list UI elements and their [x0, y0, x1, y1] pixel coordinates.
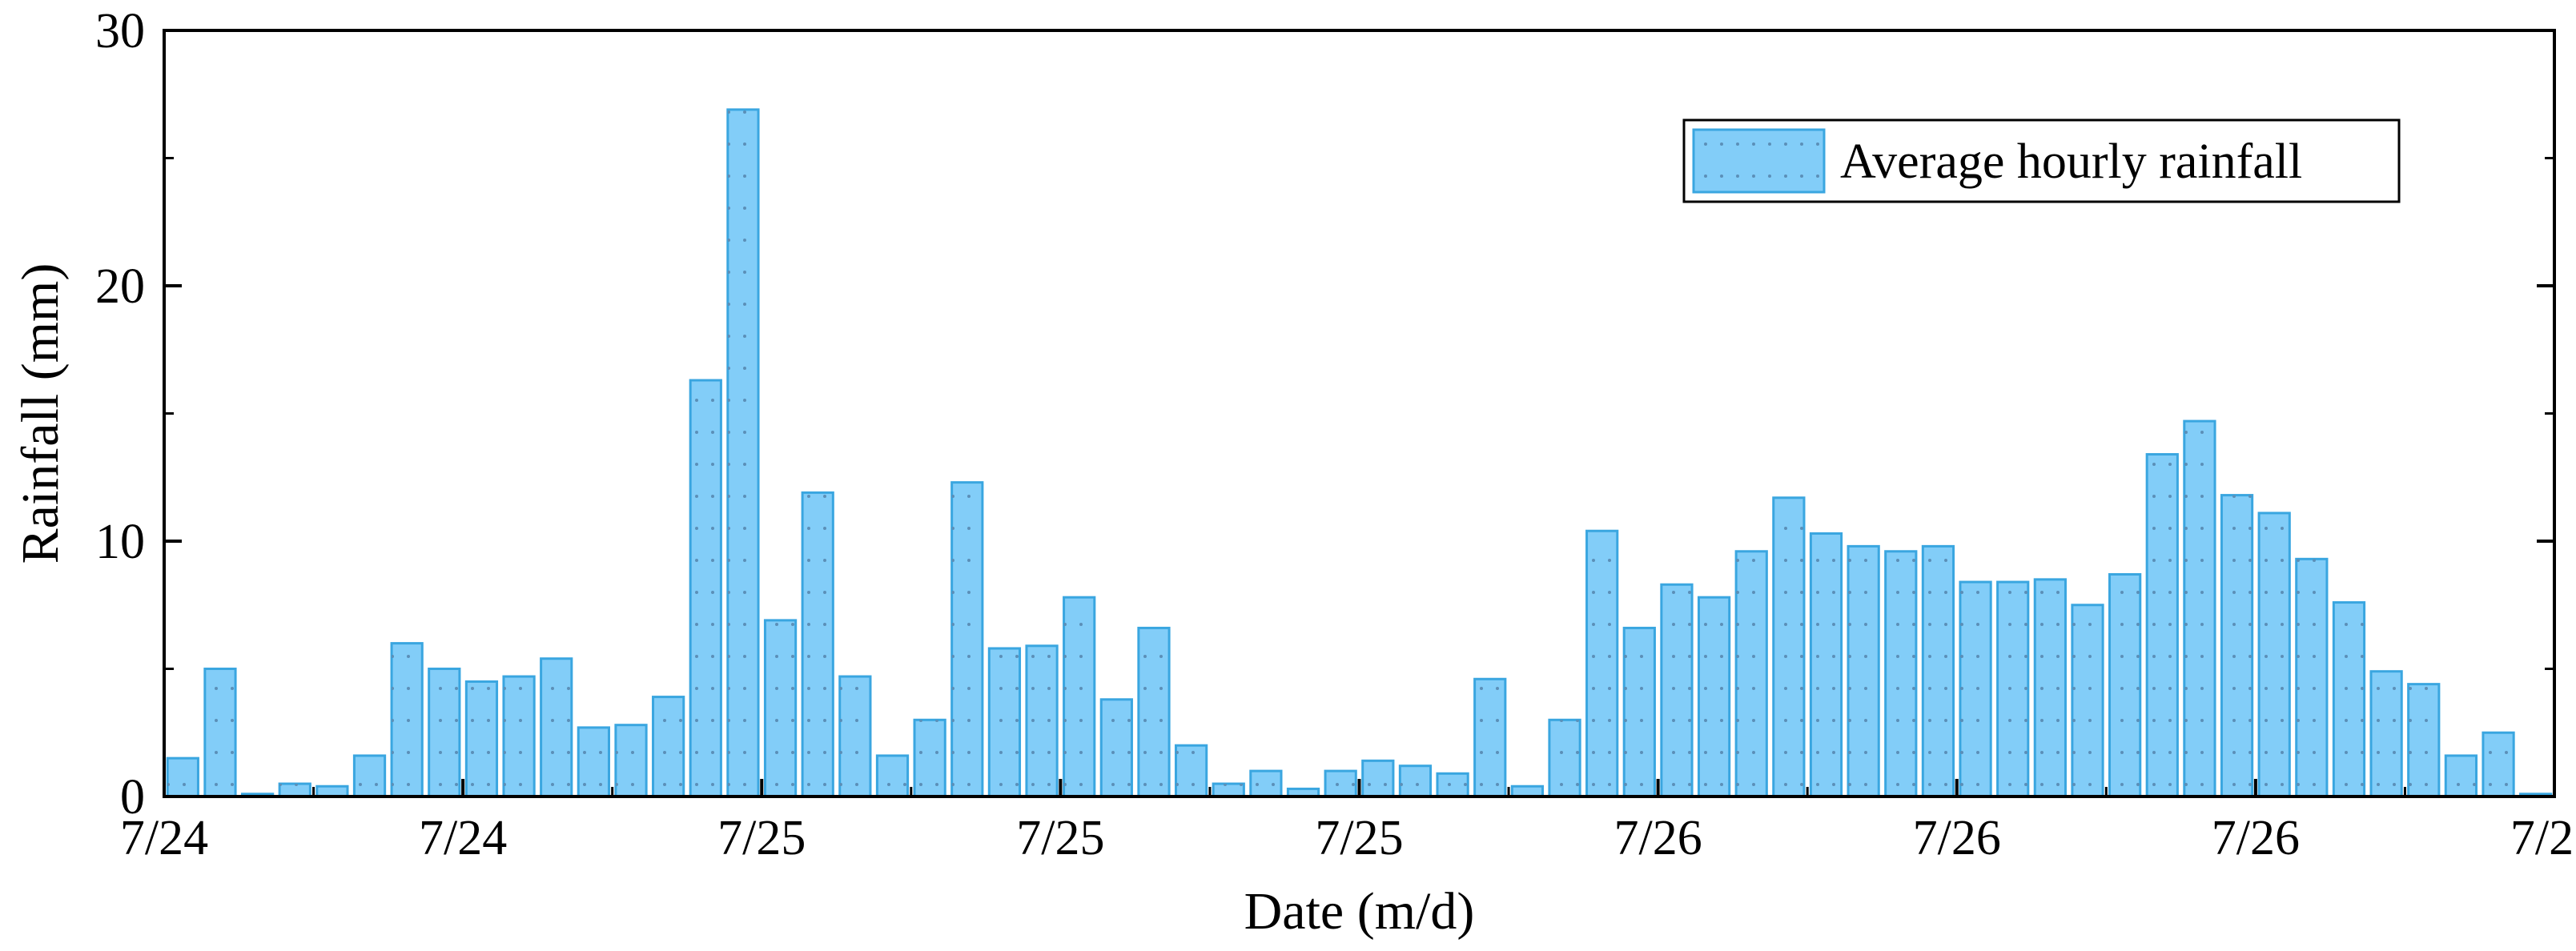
bar-pattern	[2184, 421, 2216, 797]
bar-pattern	[2072, 604, 2104, 797]
bar-pattern	[839, 676, 870, 797]
bar-pattern	[1063, 597, 1095, 797]
bar-pattern	[1138, 628, 1170, 797]
bar-pattern	[1586, 531, 1618, 797]
bar-pattern	[951, 482, 983, 797]
x-tick-label: 7/24	[120, 811, 208, 865]
legend-label: Average hourly rainfall	[1840, 134, 2302, 189]
bar-pattern	[1698, 597, 1730, 797]
x-tick-label: 7/25	[717, 811, 806, 865]
bar-pattern	[1959, 582, 1991, 797]
bar-pattern	[1325, 771, 1356, 797]
bar-pattern	[2147, 454, 2178, 797]
x-tick-label: 7/26	[1614, 811, 1702, 865]
legend: Average hourly rainfall	[1682, 118, 2401, 203]
x-tick-label: 7/25	[1315, 811, 1403, 865]
bar-pattern	[615, 724, 647, 797]
bar-pattern	[1362, 760, 1393, 797]
y-axis-ticks: 0 10 20 30	[95, 4, 2554, 825]
bar-pattern	[2296, 559, 2327, 797]
bar-pattern	[1848, 546, 1879, 797]
bar-pattern	[690, 380, 721, 797]
x-tick-label: 7/26	[2212, 811, 2300, 865]
y-tick-label: 0	[120, 770, 145, 825]
bar-pattern	[279, 784, 311, 797]
bar-pattern	[354, 755, 385, 797]
bar-pattern	[1437, 773, 1469, 797]
bar-pattern	[1400, 765, 1431, 797]
bar-pattern	[1923, 546, 1954, 797]
bar-pattern	[2109, 574, 2140, 797]
bar-pattern	[578, 727, 609, 797]
bar-pattern	[466, 681, 497, 797]
bar-pattern	[2482, 732, 2514, 797]
bar-pattern	[2445, 755, 2477, 797]
x-tick-label: 7/27	[2510, 811, 2576, 865]
bar-pattern	[1474, 679, 1505, 797]
bar-pattern	[204, 668, 236, 797]
bar-pattern	[1549, 720, 1581, 797]
bar-pattern	[2370, 671, 2402, 797]
bar-pattern	[167, 758, 199, 797]
y-tick-label: 30	[95, 4, 145, 58]
bar-pattern	[392, 643, 423, 797]
bar-pattern	[316, 786, 348, 797]
y-tick-label: 10	[95, 515, 145, 569]
x-tick-label: 7/24	[419, 811, 507, 865]
x-axis-ticks: 7/24 7/24 7/25 7/25 7/25 7/26 7/26 7/26 7/27	[120, 779, 2576, 865]
bar-pattern	[914, 720, 946, 797]
bar-pattern	[1512, 786, 1543, 797]
bar-pattern	[1810, 533, 1842, 797]
x-axis-title: Date (m/d)	[1244, 882, 1475, 941]
bar-pattern	[1736, 551, 1767, 797]
bar-pattern	[2035, 579, 2066, 797]
bar-pattern	[727, 109, 759, 797]
bar-pattern	[2408, 684, 2439, 797]
bar-pattern	[1773, 497, 1804, 797]
bar-pattern	[541, 658, 572, 797]
bar-pattern	[1026, 645, 1058, 797]
bar-pattern	[1101, 699, 1132, 797]
bar-pattern	[1175, 745, 1207, 797]
bar-pattern	[2259, 512, 2290, 797]
bar-pattern	[653, 696, 684, 797]
bar-pattern	[2333, 602, 2365, 797]
bar-pattern	[1288, 788, 1319, 797]
bar-pattern	[989, 648, 1020, 797]
bar-pattern	[765, 620, 796, 797]
bar-pattern	[503, 676, 535, 797]
y-axis-title: Rainfall (mm)	[11, 263, 70, 564]
bar-pattern	[802, 492, 834, 797]
y-tick-label: 20	[95, 259, 145, 314]
bar-pattern	[1997, 582, 2028, 797]
bars-layer	[166, 108, 2553, 798]
bar-pattern	[428, 668, 460, 797]
bar-pattern	[2221, 495, 2252, 797]
bar-pattern	[1250, 771, 1282, 797]
legend-swatch-pattern	[1694, 130, 1824, 192]
bar-pattern	[1661, 584, 1693, 797]
bar-pattern	[1885, 551, 1916, 797]
bar-pattern	[877, 755, 908, 797]
bar-pattern	[1624, 628, 1655, 797]
x-tick-label: 7/25	[1016, 811, 1104, 865]
bar-pattern	[1213, 784, 1244, 797]
x-tick-label: 7/26	[1913, 811, 2001, 865]
